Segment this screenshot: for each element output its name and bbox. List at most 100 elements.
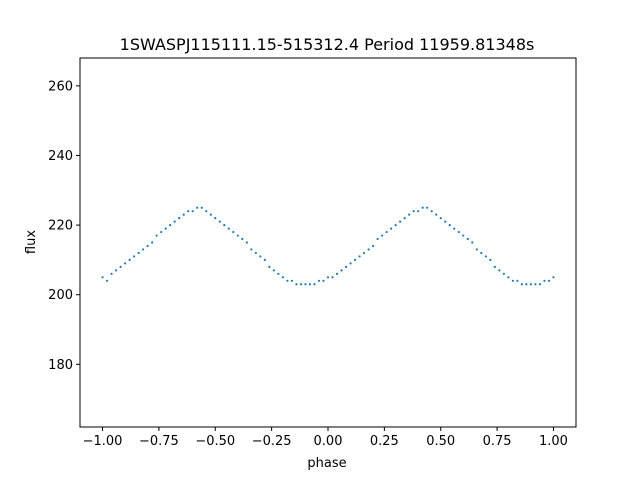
data-point <box>448 223 451 227</box>
data-point <box>502 272 505 275</box>
data-point <box>114 269 118 272</box>
data-point <box>308 283 312 286</box>
data-point <box>547 279 551 282</box>
data-point <box>529 283 533 286</box>
data-point <box>466 237 469 241</box>
data-point <box>223 223 226 227</box>
data-point <box>173 220 176 223</box>
data-point <box>367 248 370 251</box>
data-point <box>480 251 483 255</box>
data-point <box>394 223 397 227</box>
x-tick-label: −0.75 <box>139 434 179 449</box>
data-point <box>151 241 154 244</box>
data-point <box>381 234 384 237</box>
data-point <box>187 210 190 213</box>
data-points <box>101 206 555 286</box>
data-point <box>236 234 239 237</box>
y-axis: 180 200 220 240 260 <box>48 79 80 373</box>
data-point <box>471 241 474 244</box>
y-tick-label: 240 <box>48 149 73 164</box>
data-point <box>146 244 149 248</box>
data-point <box>263 258 266 262</box>
data-point <box>250 248 253 251</box>
data-point <box>520 283 523 286</box>
data-point <box>457 230 460 234</box>
data-point <box>417 210 420 213</box>
x-tick-label: 0.75 <box>483 434 512 449</box>
data-point <box>439 217 442 220</box>
data-point <box>552 276 555 279</box>
data-point <box>511 279 514 282</box>
data-point <box>272 269 275 272</box>
data-point <box>299 283 303 286</box>
data-point <box>119 265 122 268</box>
y-tick-label: 180 <box>48 358 73 373</box>
data-point <box>232 230 235 234</box>
data-point <box>137 251 140 255</box>
data-point <box>218 220 221 223</box>
x-axis: −1.00 −0.75 −0.50 −0.25 0.00 0.25 0.50 0.75 1.00 <box>83 427 568 449</box>
data-point <box>286 279 289 282</box>
y-tick-label: 200 <box>48 288 73 303</box>
y-tick-label: 220 <box>48 219 73 234</box>
data-point <box>358 255 361 258</box>
data-point <box>326 276 330 279</box>
data-point <box>110 272 113 275</box>
data-point <box>335 272 339 275</box>
data-point <box>317 279 321 282</box>
x-axis-title: phase <box>307 456 346 471</box>
data-point <box>507 276 510 279</box>
data-point <box>245 241 248 244</box>
data-point <box>227 227 230 230</box>
data-point <box>322 279 325 282</box>
data-point <box>331 276 334 279</box>
data-point <box>241 237 244 241</box>
data-point <box>484 255 487 258</box>
data-point <box>444 220 447 223</box>
x-tick-label: 0.00 <box>314 434 343 449</box>
data-point <box>182 213 185 216</box>
data-point <box>403 217 406 220</box>
data-point <box>277 272 280 275</box>
data-point <box>164 227 167 230</box>
x-tick-label: 0.25 <box>370 434 399 449</box>
data-point <box>290 279 294 282</box>
data-point <box>259 255 262 258</box>
data-point <box>435 213 438 216</box>
data-point <box>155 234 158 237</box>
x-tick-label: −1.00 <box>83 434 123 449</box>
data-point <box>169 223 172 227</box>
data-point <box>538 283 542 286</box>
data-point <box>340 269 343 272</box>
data-point <box>390 227 393 230</box>
data-point <box>408 213 411 216</box>
data-point <box>534 283 537 286</box>
data-point <box>426 206 429 209</box>
data-point <box>371 244 375 248</box>
data-point <box>376 237 379 241</box>
data-point <box>268 265 271 268</box>
data-point <box>295 283 298 286</box>
x-tick-label: 0.50 <box>426 434 455 449</box>
data-point <box>475 248 478 251</box>
data-point <box>209 213 212 216</box>
data-point <box>142 248 145 251</box>
data-point <box>543 279 546 282</box>
data-point <box>304 283 307 286</box>
data-point <box>385 230 388 234</box>
x-tick-label: −0.50 <box>195 434 235 449</box>
x-tick-label: 1.00 <box>539 434 568 449</box>
data-point <box>123 262 127 265</box>
data-point <box>101 276 104 279</box>
data-point <box>214 217 217 220</box>
data-point <box>128 258 131 262</box>
data-point <box>349 262 352 265</box>
data-point <box>200 206 203 209</box>
data-point <box>489 258 492 262</box>
data-point <box>525 283 528 286</box>
data-point <box>412 210 415 213</box>
data-point <box>196 206 199 209</box>
chart-title: 1SWASPJ115111.15-515312.4 Period 11959.8… <box>120 35 535 54</box>
data-point <box>498 269 501 272</box>
